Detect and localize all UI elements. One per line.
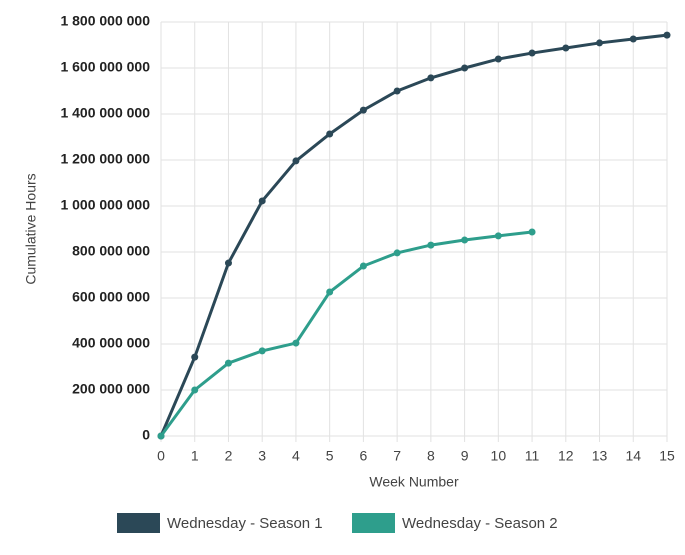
x-tick-label: 4 bbox=[292, 448, 300, 464]
legend-swatch bbox=[117, 513, 160, 533]
data-point bbox=[292, 339, 300, 347]
data-point bbox=[427, 241, 435, 249]
data-point bbox=[629, 35, 637, 43]
data-point bbox=[359, 106, 367, 114]
y-axis-label: Cumulative Hours bbox=[23, 173, 39, 284]
data-point bbox=[596, 39, 604, 47]
legend-swatch bbox=[352, 513, 395, 533]
y-tick-label: 1 200 000 000 bbox=[60, 151, 150, 167]
data-point bbox=[191, 353, 199, 361]
x-tick-label: 8 bbox=[427, 448, 435, 464]
x-tick-label: 1 bbox=[191, 448, 199, 464]
legend-label: Wednesday - Season 1 bbox=[167, 515, 323, 532]
legend-label: Wednesday - Season 2 bbox=[402, 515, 558, 532]
data-point bbox=[393, 87, 401, 95]
x-tick-label: 14 bbox=[625, 448, 641, 464]
data-point bbox=[393, 249, 401, 257]
data-point bbox=[461, 236, 469, 244]
x-tick-label: 3 bbox=[258, 448, 266, 464]
y-tick-label: 400 000 000 bbox=[72, 335, 150, 351]
data-point bbox=[359, 262, 367, 270]
y-tick-label: 200 000 000 bbox=[72, 381, 150, 397]
series-line bbox=[159, 230, 533, 437]
x-axis-label: Week Number bbox=[369, 474, 459, 490]
data-point bbox=[191, 386, 199, 394]
x-tick-label: 13 bbox=[592, 448, 608, 464]
x-tick-label: 2 bbox=[225, 448, 233, 464]
y-tick-label: 1 000 000 000 bbox=[60, 197, 150, 213]
x-tick-label: 11 bbox=[525, 448, 540, 464]
data-point bbox=[663, 31, 671, 39]
data-point bbox=[528, 228, 536, 236]
x-tick-label: 0 bbox=[157, 448, 165, 464]
data-point bbox=[562, 44, 570, 52]
data-point bbox=[258, 197, 266, 205]
x-tick-label: 12 bbox=[558, 448, 574, 464]
x-tick-label: 9 bbox=[461, 448, 469, 464]
data-point bbox=[258, 347, 266, 355]
data-point bbox=[326, 288, 334, 296]
data-point bbox=[224, 359, 232, 367]
y-tick-label: 0 bbox=[142, 427, 150, 443]
y-tick-label: 600 000 000 bbox=[72, 289, 150, 305]
data-point bbox=[326, 130, 334, 138]
data-point bbox=[494, 232, 502, 240]
data-point bbox=[461, 64, 469, 72]
y-tick-label: 800 000 000 bbox=[72, 243, 150, 259]
data-point bbox=[494, 55, 502, 63]
x-tick-label: 10 bbox=[491, 448, 507, 464]
data-point bbox=[157, 432, 165, 440]
data-point bbox=[292, 157, 300, 165]
y-tick-label: 1 600 000 000 bbox=[60, 59, 150, 75]
data-point bbox=[427, 74, 435, 82]
x-tick-label: 6 bbox=[360, 448, 368, 464]
data-point bbox=[224, 259, 232, 267]
x-tick-label: 7 bbox=[393, 448, 401, 464]
y-tick-label: 1 800 000 000 bbox=[60, 13, 150, 29]
y-tick-label: 1 400 000 000 bbox=[60, 105, 150, 121]
series-line bbox=[159, 33, 668, 437]
x-tick-label: 15 bbox=[659, 448, 675, 464]
x-tick-label: 5 bbox=[326, 448, 334, 464]
data-point bbox=[528, 49, 536, 57]
